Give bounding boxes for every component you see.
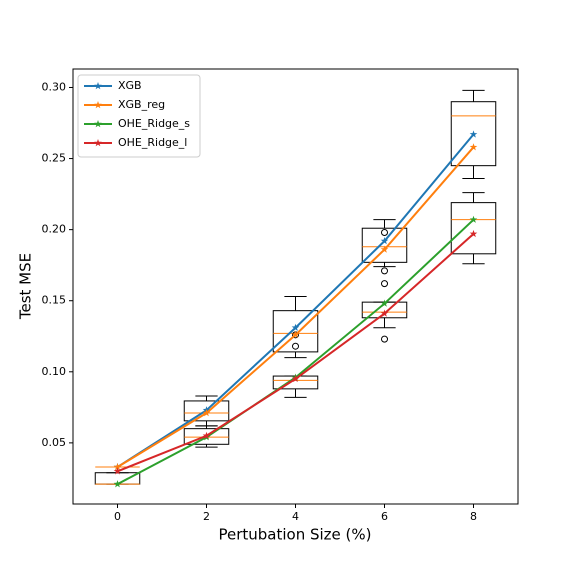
y-axis-label: Test MSE [17, 253, 35, 320]
y-tick-label: 0.25 [42, 152, 67, 165]
legend-label: XGB [118, 79, 142, 92]
point [113, 463, 122, 471]
point [291, 330, 300, 339]
legend-frame [77, 74, 201, 158]
legend-label: OHE_Ridge_l [118, 136, 187, 149]
box [450, 101, 497, 167]
point [380, 299, 389, 307]
point [469, 229, 478, 238]
axes-frame [72, 68, 519, 505]
flier [381, 228, 388, 236]
point [291, 323, 300, 331]
point [202, 431, 211, 439]
box [183, 400, 230, 422]
point [469, 143, 478, 151]
legend: XGB XGB_reg OHE_Ridge_s OHE_Ridge_l [77, 74, 201, 158]
legend-marker [94, 82, 102, 90]
box [450, 202, 497, 255]
legend-marker [94, 120, 102, 128]
x-axis-label: Pertubation Size (%) [218, 526, 371, 544]
box [272, 310, 319, 353]
point [202, 409, 211, 417]
flier [381, 335, 388, 343]
legend-marker [94, 139, 102, 147]
x-tick-label: 4 [292, 510, 299, 523]
legend-marker [94, 101, 102, 109]
point [380, 309, 389, 317]
legend-label: OHE_Ridge_s [118, 117, 190, 130]
x-tick-label: 8 [470, 510, 477, 523]
point [113, 480, 122, 488]
y-tick-label: 0.30 [42, 80, 67, 93]
y-tick-label: 0.05 [42, 436, 67, 449]
point [291, 374, 300, 383]
point [380, 237, 389, 245]
x-tick-label: 2 [203, 510, 210, 523]
box [183, 428, 230, 445]
x-tick-label: 6 [381, 510, 388, 523]
y-tick-label: 0.10 [42, 365, 67, 378]
point [380, 245, 389, 253]
box [361, 227, 408, 263]
flier [381, 280, 388, 288]
flier [381, 267, 388, 275]
point [469, 215, 478, 223]
point [113, 467, 122, 475]
flier [292, 342, 299, 350]
y-tick-label: 0.15 [42, 294, 67, 307]
x-tick-label: 0 [114, 510, 121, 523]
legend-label: XGB_reg [118, 98, 165, 111]
y-tick-label: 0.20 [42, 223, 67, 236]
point [469, 130, 478, 138]
